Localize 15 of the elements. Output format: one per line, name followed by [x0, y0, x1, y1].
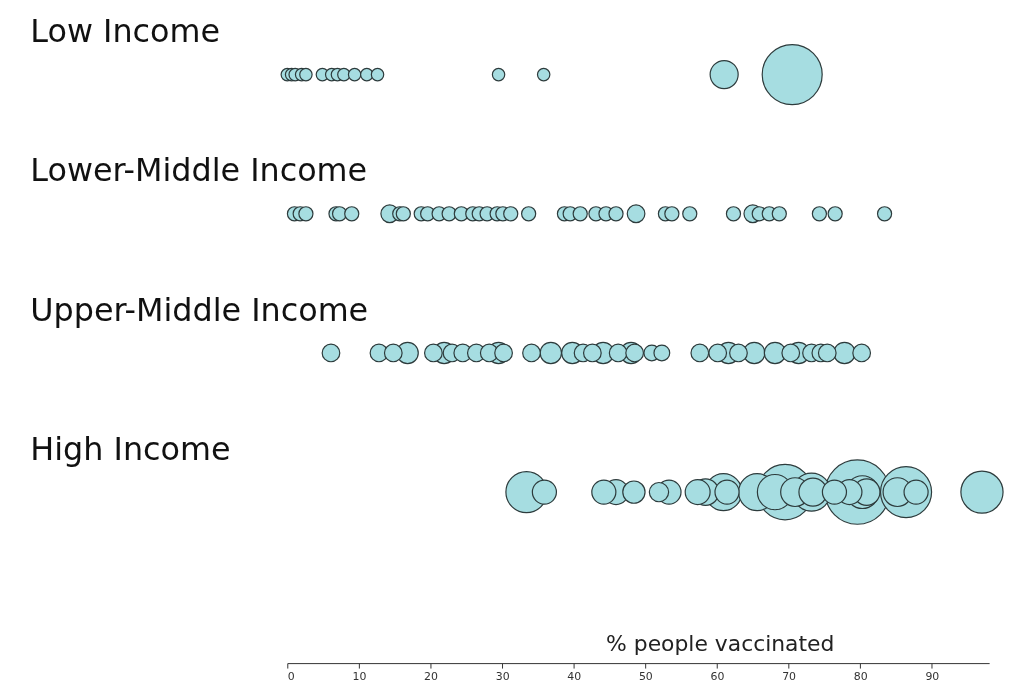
x-tick-label: 30	[495, 669, 510, 683]
y-tick-label: High Income	[30, 429, 231, 468]
x-tick-label: 90	[925, 669, 940, 683]
x-tick-label: 0	[287, 669, 295, 683]
x-axis-title: % people vaccinated	[606, 630, 835, 656]
x-tick-label: 70	[782, 669, 797, 683]
x-tick-label: 40	[567, 669, 582, 683]
x-tick-label: 10	[352, 669, 367, 683]
x-tick-label: 60	[710, 669, 725, 683]
x-tick-label: 50	[638, 669, 653, 683]
y-tick-label: Low Income	[30, 12, 221, 51]
y-tick-label: Lower-Middle Income	[30, 151, 368, 190]
y-tick-label: Upper-Middle Income	[30, 290, 369, 329]
x-tick-label: 80	[853, 669, 868, 683]
x-tick-label: 20	[424, 669, 439, 683]
